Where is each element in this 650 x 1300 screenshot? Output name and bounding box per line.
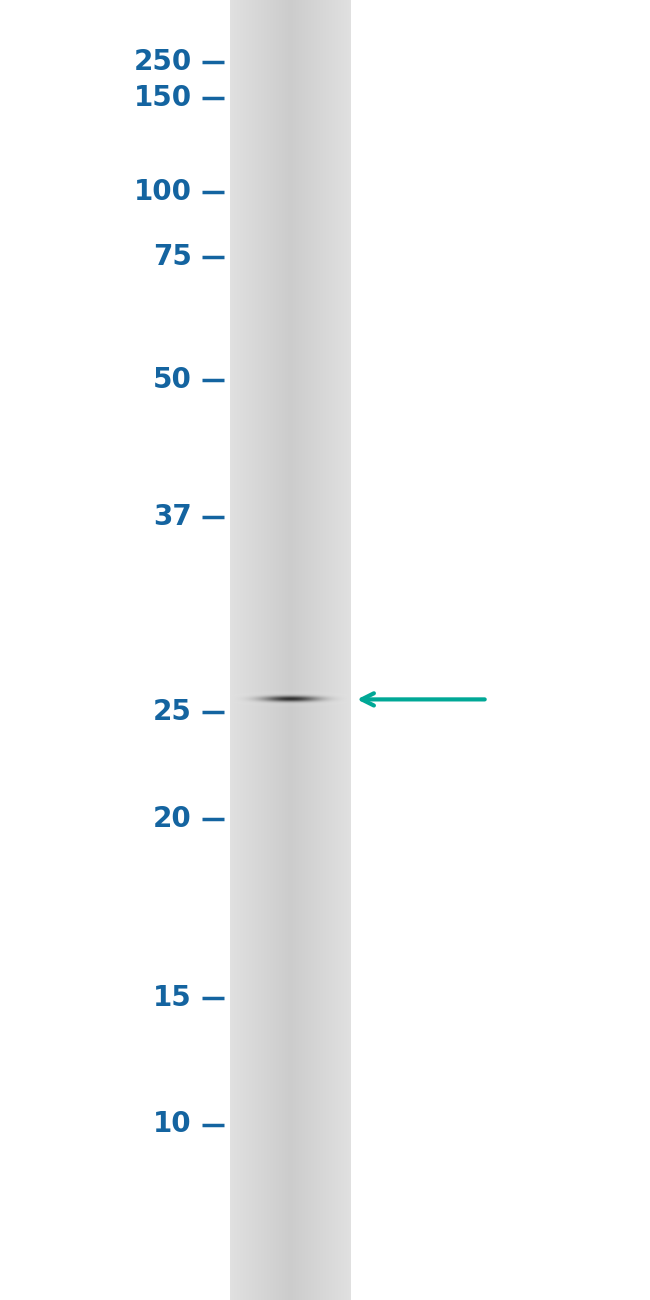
Text: 150: 150 — [134, 83, 192, 112]
Text: 10: 10 — [153, 1110, 192, 1139]
Text: 250: 250 — [133, 48, 192, 77]
Text: 50: 50 — [153, 365, 192, 394]
Text: 75: 75 — [153, 243, 192, 272]
Text: 15: 15 — [153, 984, 192, 1013]
Text: 20: 20 — [153, 805, 192, 833]
Text: 25: 25 — [153, 698, 192, 727]
Text: 37: 37 — [153, 503, 192, 532]
Text: 100: 100 — [134, 178, 192, 207]
